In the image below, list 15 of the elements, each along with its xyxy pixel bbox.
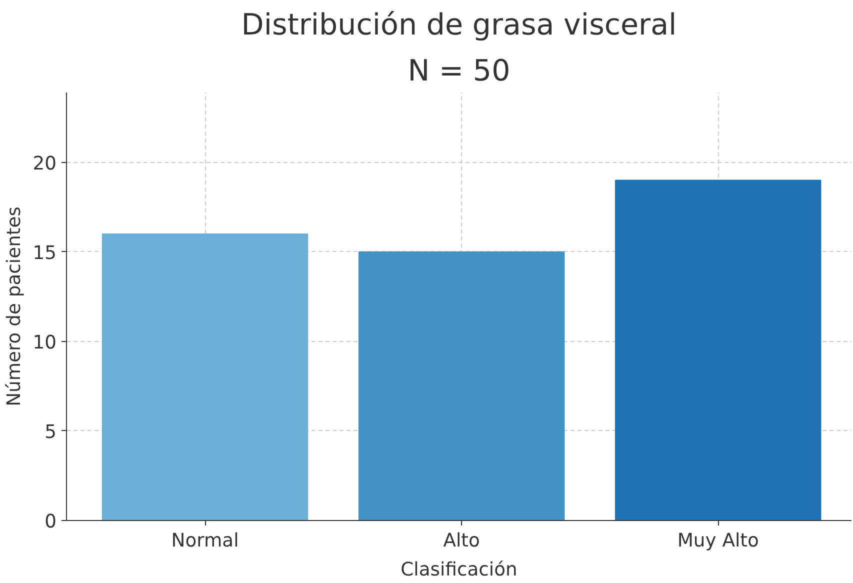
x-tick-label: Normal (171, 530, 239, 552)
chart-title: Distribución de grasa visceral (241, 8, 677, 42)
bar (358, 251, 565, 520)
bar (102, 233, 308, 520)
x-axis-title: Clasificación (400, 560, 518, 580)
y-tick-label: 10 (32, 332, 57, 354)
y-axis-title: Número de pacientes (4, 206, 25, 406)
y-tick-label: 5 (44, 422, 57, 443)
y-tick-label: 0 (44, 512, 57, 532)
x-tick-label: Alto (443, 530, 480, 552)
y-tick-label: 15 (32, 242, 57, 264)
y-tick-label: 20 (32, 153, 57, 174)
x-tick-label: Muy Alto (677, 530, 759, 552)
bar (614, 180, 822, 520)
chart-subtitle: N = 50 (408, 54, 510, 88)
